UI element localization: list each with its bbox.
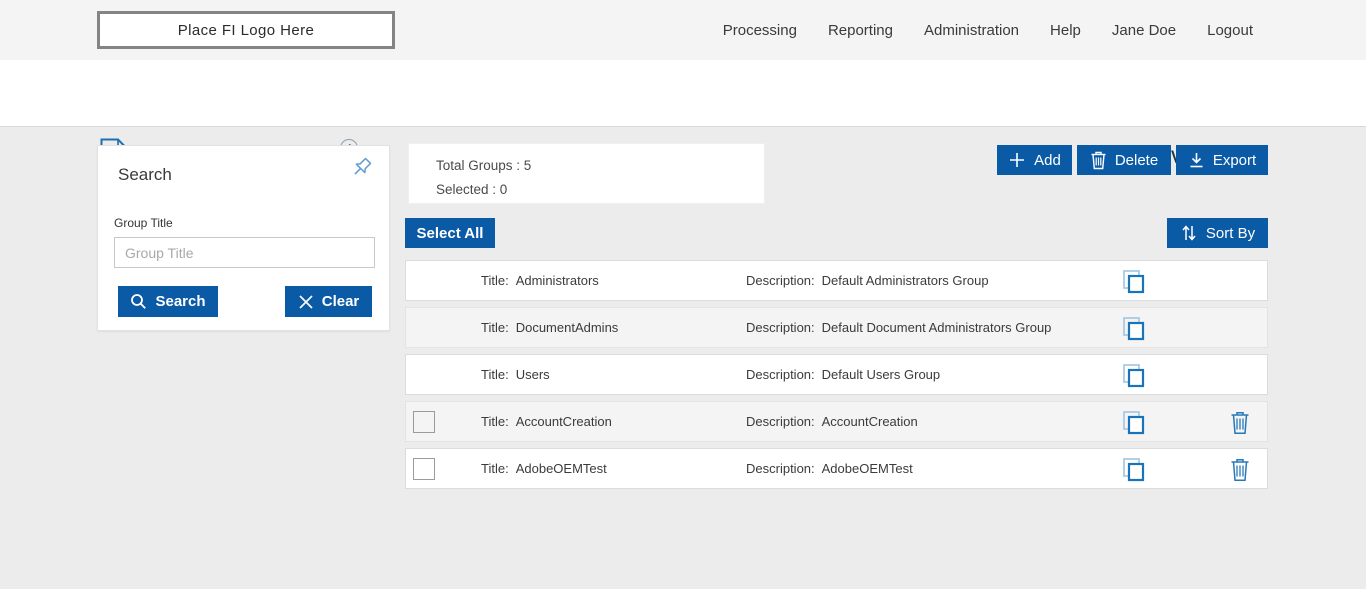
search-panel-title: Search <box>118 165 172 184</box>
description-label: Description: <box>746 461 815 476</box>
title-label: Title: <box>481 414 509 429</box>
title-bar: Group Maintenance i Kinective Sign <box>0 60 1366 169</box>
row-description-cell: Description: AccountCreation <box>746 414 918 429</box>
row-title-cell: Title: Users <box>481 367 550 382</box>
add-button[interactable]: Add <box>997 145 1072 175</box>
nav-administration[interactable]: Administration <box>923 21 1020 39</box>
trash-icon <box>1091 151 1106 169</box>
title-value: DocumentAdmins <box>515 320 619 335</box>
group-row: Title: DocumentAdmins Description: Default… <box>405 307 1268 348</box>
trash-icon[interactable] <box>1229 411 1251 435</box>
group-list: Title: Administrators Description: Default… <box>405 260 1268 495</box>
group-row: Title: Administrators Description: Default… <box>405 260 1268 301</box>
title-value: AdobeOEMTest <box>515 461 607 476</box>
fi-logo-text: Place FI Logo Here <box>177 21 315 39</box>
group-title-label: Group Title <box>114 216 173 230</box>
selected-count: Selected : 0 <box>436 182 508 197</box>
description-value: Default Administrators Group <box>821 273 989 288</box>
top-bar: Place FI Logo Here Processing Reporting … <box>0 0 1366 60</box>
nav-processing[interactable]: Processing <box>722 21 797 39</box>
fi-logo-placeholder: Place FI Logo Here <box>97 11 395 49</box>
title-label: Title: <box>481 320 509 335</box>
clear-x-icon <box>299 294 313 309</box>
sort-icon <box>1182 225 1196 241</box>
row-title-cell: Title: AccountCreation <box>481 414 612 429</box>
select-all-button[interactable]: Select All <box>405 218 495 248</box>
copy-icon[interactable] <box>1119 315 1146 342</box>
selected-count-value: 0 <box>499 182 508 197</box>
clear-button[interactable]: Clear <box>285 286 372 317</box>
search-button[interactable]: Search <box>118 286 218 317</box>
total-groups-value: 5 <box>523 158 532 173</box>
row-description-cell: Description: Default Document Administrat… <box>746 320 1051 335</box>
copy-icon[interactable] <box>1119 362 1146 389</box>
top-nav: Processing Reporting Administration Help… <box>723 0 1253 60</box>
copy-icon[interactable] <box>1119 268 1146 295</box>
delete-button[interactable]: Delete <box>1077 145 1171 175</box>
description-value: Default Document Administrators Group <box>821 320 1052 335</box>
export-button[interactable]: Export <box>1176 145 1268 175</box>
description-value: AccountCreation <box>821 414 918 429</box>
title-label: Title: <box>481 461 509 476</box>
group-stats: Total Groups : 5 Selected : 0 <box>408 143 765 204</box>
title-value: Users <box>515 367 550 382</box>
row-checkbox[interactable] <box>413 411 435 433</box>
row-description-cell: Description: Default Administrators Group <box>746 273 989 288</box>
group-row: Title: AccountCreation Description: Accoun… <box>405 401 1268 442</box>
description-value: AdobeOEMTest <box>821 461 913 476</box>
nav-logout[interactable]: Logout <box>1207 21 1253 39</box>
sort-by-button[interactable]: Sort By <box>1167 218 1268 248</box>
search-panel: Search Group Title Search Clear <box>97 145 390 331</box>
row-description-cell: Description: AdobeOEMTest <box>746 461 913 476</box>
nav-user-jane-doe[interactable]: Jane Doe <box>1111 21 1177 39</box>
nav-reporting[interactable]: Reporting <box>827 21 893 39</box>
title-label: Title: <box>481 367 509 382</box>
row-checkbox[interactable] <box>413 458 435 480</box>
group-row: Title: Users Description: Default Users Gr… <box>405 354 1268 395</box>
description-label: Description: <box>746 273 815 288</box>
row-title-cell: Title: DocumentAdmins <box>481 320 618 335</box>
row-title-cell: Title: Administrators <box>481 273 599 288</box>
copy-icon[interactable] <box>1119 456 1146 483</box>
title-label: Title: <box>481 273 509 288</box>
download-icon <box>1190 152 1203 167</box>
row-description-cell: Description: Default Users Group <box>746 367 940 382</box>
plus-icon <box>1010 153 1025 167</box>
group-title-input[interactable] <box>114 237 375 268</box>
row-title-cell: Title: AdobeOEMTest <box>481 461 607 476</box>
total-groups: Total Groups : 5 <box>436 158 532 173</box>
trash-icon[interactable] <box>1229 458 1251 482</box>
description-label: Description: <box>746 414 815 429</box>
pin-icon[interactable] <box>349 156 375 182</box>
group-row: Title: AdobeOEMTest Description: AdobeOEMT… <box>405 448 1268 489</box>
search-icon <box>131 294 147 309</box>
description-value: Default Users Group <box>821 367 941 382</box>
title-value: AccountCreation <box>515 414 612 429</box>
nav-help[interactable]: Help <box>1050 21 1081 39</box>
copy-icon[interactable] <box>1119 409 1146 436</box>
description-label: Description: <box>746 367 815 382</box>
title-value: Administrators <box>515 273 599 288</box>
description-label: Description: <box>746 320 815 335</box>
